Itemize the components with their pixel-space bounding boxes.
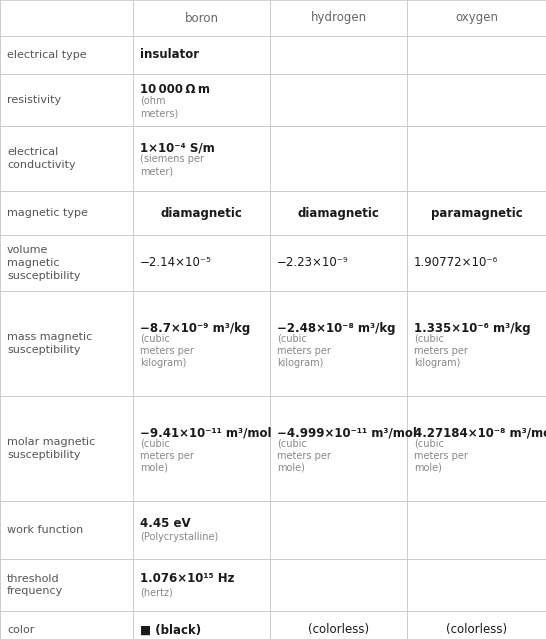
Text: (hertz): (hertz) — [140, 587, 173, 597]
Text: (cubic
meters per
kilogram): (cubic meters per kilogram) — [277, 333, 331, 368]
Text: 4.27184×10⁻⁸ m³/mol: 4.27184×10⁻⁸ m³/mol — [414, 427, 546, 440]
Text: (siemens per
meter): (siemens per meter) — [140, 155, 204, 177]
Text: −2.14×10⁻⁵: −2.14×10⁻⁵ — [140, 256, 212, 270]
Text: 10 000 Ω m: 10 000 Ω m — [140, 83, 210, 96]
Text: 4.45 eV: 4.45 eV — [140, 518, 191, 530]
Text: (cubic
meters per
mole): (cubic meters per mole) — [414, 438, 468, 473]
Text: magnetic type: magnetic type — [7, 208, 88, 218]
Text: 1.076×10¹⁵ Hz: 1.076×10¹⁵ Hz — [140, 573, 234, 585]
Text: color: color — [7, 625, 34, 635]
Text: (colorless): (colorless) — [446, 624, 507, 636]
Text: (Polycrystalline): (Polycrystalline) — [140, 532, 218, 542]
Text: 1×10⁻⁴ S/m: 1×10⁻⁴ S/m — [140, 141, 215, 155]
Text: paramagnetic: paramagnetic — [431, 206, 523, 220]
Text: diamagnetic: diamagnetic — [161, 206, 242, 220]
Text: 1.335×10⁻⁶ m³/kg: 1.335×10⁻⁶ m³/kg — [414, 322, 531, 335]
Text: (ohm
meters): (ohm meters) — [140, 96, 178, 118]
Text: oxygen: oxygen — [455, 12, 498, 24]
Text: (cubic
meters per
kilogram): (cubic meters per kilogram) — [414, 333, 468, 368]
Text: threshold
frequency: threshold frequency — [7, 574, 63, 596]
Text: boron: boron — [185, 12, 218, 24]
Text: −9.41×10⁻¹¹ m³/mol: −9.41×10⁻¹¹ m³/mol — [140, 427, 271, 440]
Text: −4.999×10⁻¹¹ m³/mol: −4.999×10⁻¹¹ m³/mol — [277, 427, 417, 440]
Text: hydrogen: hydrogen — [311, 12, 366, 24]
Text: mass magnetic
susceptibility: mass magnetic susceptibility — [7, 332, 92, 355]
Text: diamagnetic: diamagnetic — [298, 206, 379, 220]
Text: ■ (black): ■ (black) — [140, 624, 201, 636]
Text: −8.7×10⁻⁹ m³/kg: −8.7×10⁻⁹ m³/kg — [140, 322, 250, 335]
Text: molar magnetic
susceptibility: molar magnetic susceptibility — [7, 437, 95, 460]
Text: (cubic
meters per
mole): (cubic meters per mole) — [140, 438, 194, 473]
Text: electrical
conductivity: electrical conductivity — [7, 147, 76, 170]
Text: (colorless): (colorless) — [308, 624, 369, 636]
Text: resistivity: resistivity — [7, 95, 61, 105]
Text: work function: work function — [7, 525, 83, 535]
Text: (cubic
meters per
mole): (cubic meters per mole) — [277, 438, 331, 473]
Text: (cubic
meters per
kilogram): (cubic meters per kilogram) — [140, 333, 194, 368]
Text: −2.48×10⁻⁸ m³/kg: −2.48×10⁻⁸ m³/kg — [277, 322, 395, 335]
Text: electrical type: electrical type — [7, 50, 87, 60]
Text: 1.90772×10⁻⁶: 1.90772×10⁻⁶ — [414, 256, 498, 270]
Text: insulator: insulator — [140, 49, 199, 61]
Text: −2.23×10⁻⁹: −2.23×10⁻⁹ — [277, 256, 349, 270]
Text: volume
magnetic
susceptibility: volume magnetic susceptibility — [7, 245, 80, 281]
